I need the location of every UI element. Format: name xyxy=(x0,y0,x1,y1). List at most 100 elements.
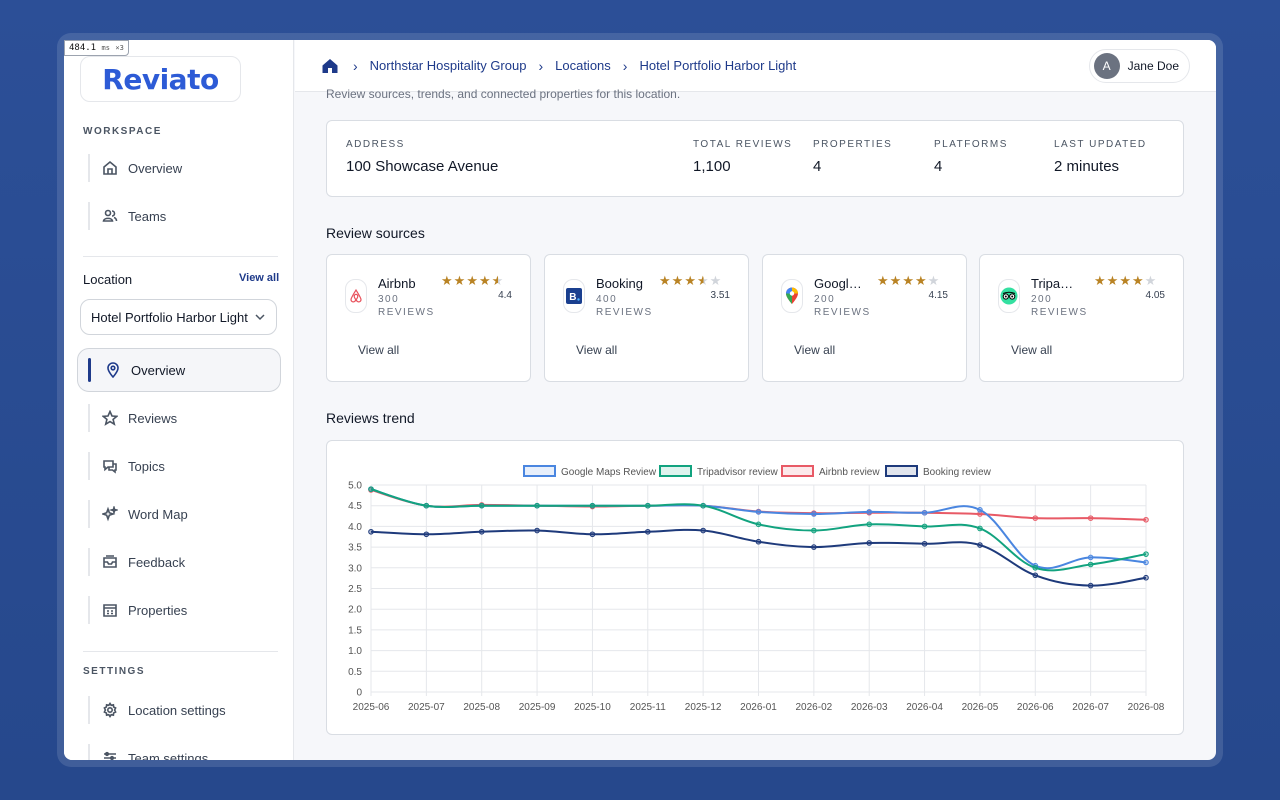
star-icon: ★ xyxy=(1094,273,1107,288)
stat-label: TOTAL REVIEWS xyxy=(693,139,793,150)
home-icon[interactable] xyxy=(321,57,339,75)
breadcrumb-item[interactable]: Northstar Hospitality Group xyxy=(369,58,527,73)
y-tick-label: 3.5 xyxy=(348,543,362,554)
review-count-unit: REVIEWS xyxy=(378,307,435,318)
source-review-count: 200 REVIEWS xyxy=(1031,293,1091,319)
view-all-link[interactable]: View all xyxy=(1011,343,1053,357)
x-tick-label: 2026-04 xyxy=(906,702,943,713)
sidebar-item-properties[interactable]: Properties xyxy=(88,596,278,624)
chat-icon xyxy=(103,460,117,474)
data-point xyxy=(921,523,928,530)
stat-value: 1,100 xyxy=(693,158,731,175)
source-card-booking: B Booking 400 REVIEWS ★★★★★ 3.51 View all xyxy=(544,254,749,382)
review-count-unit: REVIEWS xyxy=(596,307,653,318)
brand-logo[interactable]: Reviato xyxy=(80,56,241,102)
data-point xyxy=(755,509,762,515)
star-icon: ★ xyxy=(889,273,903,288)
sidebar-item-reviews[interactable]: Reviews xyxy=(88,404,278,432)
x-tick-label: 2026-01 xyxy=(740,702,777,713)
star-icon: ★ xyxy=(1119,273,1132,288)
sidebar-item-word-map[interactable]: Word Map xyxy=(88,500,278,528)
review-count-value: 200 xyxy=(1031,294,1053,305)
source-name: Tripadv... xyxy=(1031,276,1079,291)
y-tick-label: 0 xyxy=(356,688,362,699)
data-point xyxy=(368,528,374,535)
data-point xyxy=(755,521,762,528)
perf-overlay: 484.1 ms ×3 xyxy=(64,40,129,56)
booking-icon: B xyxy=(563,279,585,313)
star-icon: ★ xyxy=(671,273,685,288)
user-menu[interactable]: A Jane Doe xyxy=(1088,49,1190,83)
reviews-trend-heading: Reviews trend xyxy=(326,410,415,426)
view-all-link[interactable]: View all xyxy=(794,343,836,357)
star-icon: ★ xyxy=(453,273,467,288)
location-view-all-link[interactable]: View all xyxy=(239,272,280,284)
data-point xyxy=(368,486,374,492)
source-card-airbnb: Airbnb 300 REVIEWS ★★★★★ 4.4 View all xyxy=(326,254,531,382)
breadcrumb-current[interactable]: Hotel Portfolio Harbor Light xyxy=(639,58,797,73)
data-point xyxy=(921,540,928,547)
stat-value: 4 xyxy=(934,158,943,175)
y-tick-label: 3.0 xyxy=(348,563,362,574)
data-point xyxy=(1143,574,1149,581)
svg-text:B: B xyxy=(569,292,576,303)
chevron-right-icon: › xyxy=(538,57,544,74)
sidebar-item-feedback[interactable]: Feedback xyxy=(88,548,278,576)
reviews-trend-chart: 0 0.5 1.0 1.5 2.0 2.5 3.0 3.5 4.0 4.5 5.0 2025-06 20… xyxy=(326,440,1184,735)
x-tick-label: 2026-05 xyxy=(962,702,999,713)
data-point xyxy=(1087,515,1094,521)
view-all-link[interactable]: View all xyxy=(358,343,400,357)
total-reviews-stat: TOTAL REVIEWS 1,100 xyxy=(693,139,792,175)
legend-swatch xyxy=(781,465,814,477)
view-all-link[interactable]: View all xyxy=(576,343,618,357)
data-point xyxy=(423,502,430,509)
sidebar-item-teams[interactable]: Teams xyxy=(88,202,278,230)
sidebar-item-label: Feedback xyxy=(128,554,186,570)
sidebar-item-label: Properties xyxy=(128,602,188,618)
location-section-label: Location xyxy=(83,272,133,287)
legend-label: Booking review xyxy=(923,467,992,478)
star-icon xyxy=(102,410,118,426)
breadcrumb-item[interactable]: Locations xyxy=(555,58,611,73)
data-point xyxy=(478,502,485,509)
last-updated-stat: LAST UPDATED 2 minutes xyxy=(1054,139,1147,175)
data-point xyxy=(811,544,817,550)
chevron-down-icon xyxy=(255,314,265,321)
star-rating: ★★★★★ xyxy=(441,273,504,289)
sidebar-item-label: Team settings xyxy=(128,750,209,761)
airbnb-icon xyxy=(345,279,367,313)
sidebar-item-label: Reviews xyxy=(128,410,178,426)
data-point xyxy=(755,538,762,545)
legend-swatch xyxy=(659,465,692,477)
location-select[interactable]: Hotel Portfolio Harbor Light xyxy=(80,299,277,335)
sidebar-item-workspace-overview[interactable]: Overview xyxy=(88,154,278,182)
sidebar-item-location-overview[interactable]: Overview xyxy=(77,348,281,392)
series-line xyxy=(370,528,1147,587)
sidebar-item-team-settings[interactable]: Team settings xyxy=(88,744,278,760)
y-tick-label: 1.0 xyxy=(348,646,362,657)
data-point xyxy=(866,540,873,546)
sidebar-item-label: Word Map xyxy=(128,506,188,522)
inbox-icon xyxy=(103,555,117,568)
data-point xyxy=(1032,565,1039,571)
perf-value: 484.1 xyxy=(69,43,97,53)
y-tick-label: 2.5 xyxy=(348,584,362,595)
data-point xyxy=(1143,559,1149,566)
y-tick-label: 0.5 xyxy=(348,667,362,678)
data-point xyxy=(977,542,983,548)
chevron-right-icon: › xyxy=(353,57,358,74)
google-maps-icon xyxy=(781,279,803,313)
data-point xyxy=(589,531,596,538)
sidebar-item-label: Overview xyxy=(131,362,186,378)
sidebar-item-topics[interactable]: Topics xyxy=(88,452,278,480)
app-window: Reviato WORKSPACE Overview Teams Locatio… xyxy=(64,40,1216,760)
rating-value: 3.51 xyxy=(710,290,730,301)
stat-label: ADDRESS xyxy=(346,139,405,150)
source-review-count: 300 REVIEWS xyxy=(378,293,438,319)
sidebar-item-location-settings[interactable]: Location settings xyxy=(88,696,278,724)
settings-section-label: SETTINGS xyxy=(83,666,146,677)
star-icon: ★ xyxy=(696,273,710,288)
sparkles-icon xyxy=(102,506,118,522)
data-point xyxy=(1032,572,1039,579)
stat-label: PROPERTIES xyxy=(813,139,893,150)
